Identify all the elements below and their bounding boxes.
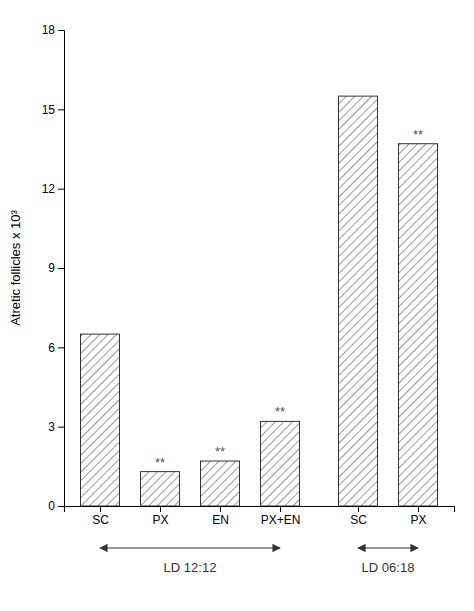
bar (201, 461, 240, 506)
y-axis-line (58, 31, 65, 507)
x-tick: PX (152, 506, 168, 527)
significance-label: ** (413, 127, 423, 142)
y-tick-label: 0 (48, 499, 55, 513)
y-tick: 6 (48, 341, 64, 355)
y-tick: 18 (42, 23, 64, 37)
significance-label: ** (215, 444, 225, 459)
y-axis-title: Atretic follicles x 10³ (8, 210, 23, 326)
bars (81, 96, 438, 506)
x-tick-label: PX (152, 513, 168, 527)
y-tick-mark (58, 189, 64, 190)
group-bracket (100, 547, 280, 548)
x-tick-mark (160, 506, 161, 512)
y-tick-label: 3 (48, 420, 55, 434)
x-tick: EN (212, 506, 229, 527)
y-axis: 0 3 6 9 12 15 18 (42, 23, 65, 513)
x-tick-label: SC (350, 513, 367, 527)
x-tick-mark (100, 506, 101, 512)
bar (399, 144, 438, 506)
x-axis-line (65, 507, 455, 513)
y-tick-label: 9 (48, 261, 55, 275)
y-tick: 0 (48, 499, 64, 513)
x-tick-label: SC (92, 513, 109, 527)
y-tick: 3 (48, 420, 64, 434)
y-tick-mark (58, 30, 64, 31)
y-tick-mark (58, 506, 64, 507)
y-tick: 9 (48, 261, 64, 275)
bar (261, 421, 300, 506)
x-tick-label: EN (212, 513, 229, 527)
y-tick-mark (58, 268, 64, 269)
y-tick-label: 6 (48, 341, 55, 355)
y-tick-mark (58, 347, 64, 348)
y-tick-mark (58, 109, 64, 110)
group-label: LD 12:12 (164, 560, 217, 575)
x-tick: SC (92, 506, 109, 527)
chart: 0 3 6 9 12 15 18 SC PX EN PX+EN SC PX ** ** ** ** LD 12:1… (0, 0, 474, 611)
x-tick-mark (418, 506, 419, 512)
significance-labels: ** ** ** ** (155, 127, 423, 470)
x-tick-mark (358, 506, 359, 512)
x-tick-label: PX (410, 513, 426, 527)
x-axis: SC PX EN PX+EN SC PX (65, 506, 455, 527)
y-tick-mark (58, 427, 64, 428)
bar (339, 96, 378, 506)
significance-label: ** (155, 455, 165, 470)
x-tick-mark (220, 506, 221, 512)
x-tick: SC (350, 506, 367, 527)
group-brackets: LD 12:12 LD 06:18 (100, 548, 418, 575)
y-tick: 12 (42, 182, 64, 196)
significance-label: ** (275, 404, 285, 419)
group-bracket (358, 547, 418, 548)
group-label: LD 06:18 (362, 560, 415, 575)
x-tick: PX+EN (261, 506, 301, 527)
y-tick: 15 (42, 103, 64, 117)
x-tick: PX (410, 506, 426, 527)
y-tick-label: 12 (42, 182, 56, 196)
x-tick-mark (280, 506, 281, 512)
y-tick-label: 18 (42, 23, 56, 37)
x-tick-label: PX+EN (261, 513, 301, 527)
plot: 0 3 6 9 12 15 18 SC PX EN PX+EN SC PX ** ** ** ** LD 12:1… (8, 23, 455, 575)
bar (141, 472, 180, 506)
y-tick-label: 15 (42, 103, 56, 117)
bar (81, 334, 120, 506)
